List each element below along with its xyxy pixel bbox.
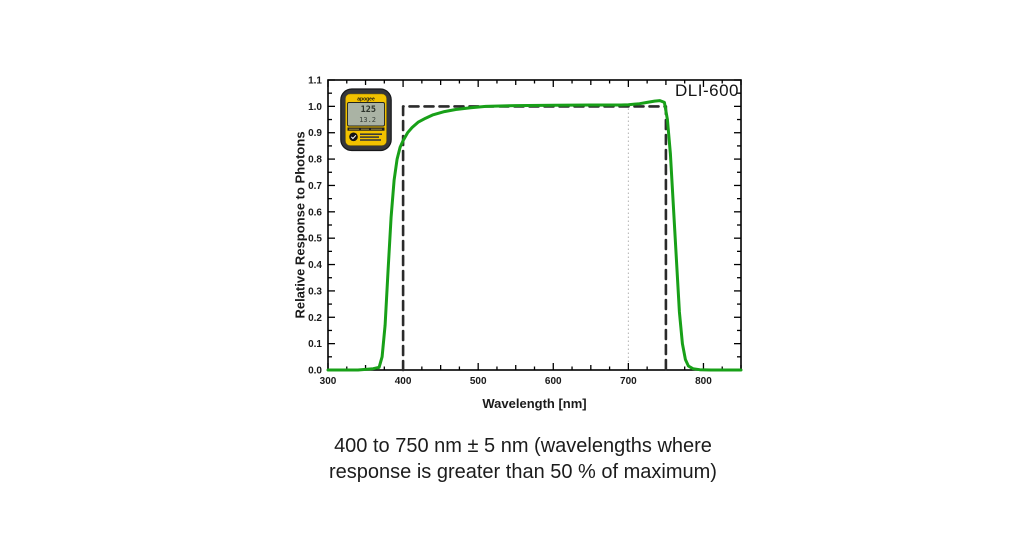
- svg-text:500: 500: [470, 376, 487, 387]
- meter-brand-text: apogee: [357, 97, 375, 103]
- svg-text:1.0: 1.0: [308, 102, 322, 113]
- annotation-dli-600: DLI-600: [675, 81, 739, 100]
- svg-text:400: 400: [395, 376, 412, 387]
- x-axis-title: Wavelength [nm]: [482, 396, 587, 411]
- svg-text:0.4: 0.4: [308, 260, 322, 271]
- svg-text:600: 600: [545, 376, 562, 387]
- caption-line-2: response is greater than 50 % of maximum…: [329, 461, 717, 483]
- svg-text:0.1: 0.1: [308, 339, 322, 350]
- svg-text:0.0: 0.0: [308, 366, 322, 377]
- svg-text:0.5: 0.5: [308, 234, 322, 245]
- svg-text:300: 300: [320, 376, 337, 387]
- figure-container: 300 400 500 600 700 800 0.0 0.1 0.2 0.3 0.4 0.5 0.6 0…: [285, 58, 761, 458]
- svg-text:800: 800: [695, 376, 712, 387]
- svg-text:0.2: 0.2: [308, 313, 322, 324]
- y-axis-title: Relative Response to Photons: [292, 131, 308, 319]
- svg-text:1.1: 1.1: [308, 76, 322, 87]
- svg-text:0.8: 0.8: [308, 155, 322, 166]
- svg-text:0.3: 0.3: [308, 286, 322, 297]
- caption: 400 to 750 nm ± 5 nm (wavelengths where …: [285, 433, 761, 485]
- svg-text:700: 700: [620, 376, 637, 387]
- dli-meter-image: apogee 125 13.2: [340, 88, 392, 152]
- svg-text:0.7: 0.7: [308, 181, 322, 192]
- meter-lcd: [347, 102, 385, 127]
- svg-text:0.6: 0.6: [308, 207, 322, 218]
- meter-logo-icon: [349, 132, 358, 142]
- response-plot: 300 400 500 600 700 800 0.0 0.1 0.2 0.3 0.4 0.5 0.6 0…: [308, 76, 743, 387]
- svg-text:0.9: 0.9: [308, 128, 322, 139]
- caption-line-1: 400 to 750 nm ± 5 nm (wavelengths where: [334, 435, 712, 457]
- meter-lcd-value-2: 13.2: [359, 116, 376, 124]
- meter-lcd-value-1: 125: [361, 105, 376, 115]
